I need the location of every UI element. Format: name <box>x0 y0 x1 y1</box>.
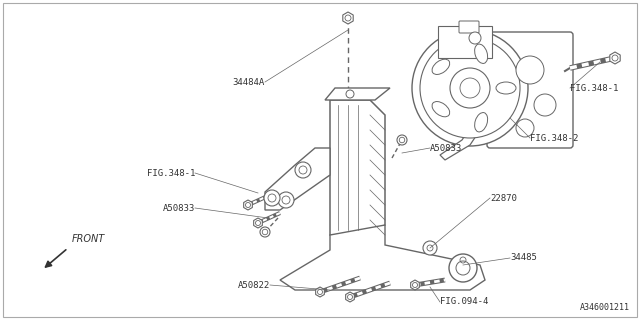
Circle shape <box>423 241 437 255</box>
Polygon shape <box>343 12 353 24</box>
Circle shape <box>295 162 311 178</box>
Circle shape <box>534 94 556 116</box>
Circle shape <box>450 68 490 108</box>
Ellipse shape <box>496 82 516 94</box>
Circle shape <box>260 227 270 237</box>
Circle shape <box>420 38 520 138</box>
FancyBboxPatch shape <box>459 21 479 33</box>
Text: FIG.348-2: FIG.348-2 <box>530 133 579 142</box>
Polygon shape <box>244 200 252 210</box>
Text: FIG.094-4: FIG.094-4 <box>440 298 488 307</box>
Text: FIG.348-1: FIG.348-1 <box>147 169 195 178</box>
Polygon shape <box>280 225 485 290</box>
Ellipse shape <box>475 44 488 63</box>
Polygon shape <box>316 287 324 297</box>
Circle shape <box>278 192 294 208</box>
Ellipse shape <box>475 113 488 132</box>
Circle shape <box>412 30 528 146</box>
Circle shape <box>264 190 280 206</box>
Circle shape <box>397 135 407 145</box>
Circle shape <box>516 119 534 137</box>
Polygon shape <box>346 292 355 302</box>
Text: A50833: A50833 <box>163 204 195 212</box>
Text: 22870: 22870 <box>490 194 517 203</box>
Text: FRONT: FRONT <box>72 234 105 244</box>
Circle shape <box>449 254 477 282</box>
Polygon shape <box>325 88 390 100</box>
Text: A346001211: A346001211 <box>580 303 630 312</box>
Circle shape <box>516 56 544 84</box>
FancyBboxPatch shape <box>438 26 492 58</box>
Circle shape <box>469 32 481 44</box>
Text: A50822: A50822 <box>237 281 270 290</box>
Ellipse shape <box>432 101 450 117</box>
Text: 34484A: 34484A <box>233 77 265 86</box>
Ellipse shape <box>432 59 450 75</box>
Polygon shape <box>440 110 490 160</box>
Polygon shape <box>330 100 385 235</box>
Text: 34485: 34485 <box>510 253 537 262</box>
Text: FIG.348-1: FIG.348-1 <box>570 84 618 92</box>
FancyBboxPatch shape <box>3 3 637 317</box>
Text: A50833: A50833 <box>430 143 462 153</box>
FancyBboxPatch shape <box>487 32 573 148</box>
Polygon shape <box>411 280 419 290</box>
Polygon shape <box>610 52 620 64</box>
Polygon shape <box>265 148 330 210</box>
Polygon shape <box>253 218 262 228</box>
